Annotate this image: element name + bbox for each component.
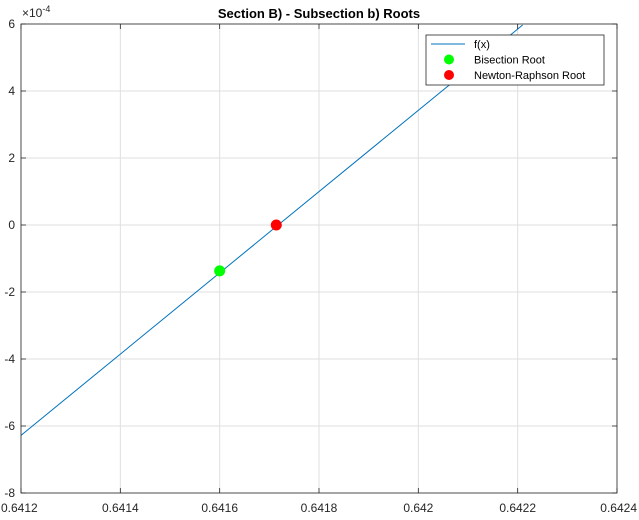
legend-label: f(x) — [474, 39, 490, 51]
x-tick-label: 0.642 — [403, 501, 433, 515]
x-tick-label: 0.6424 — [600, 501, 637, 515]
x-tick-labels: 0.6412 0.6414 0.6416 0.6418 0.642 0.6422 0.642… — [1, 501, 637, 515]
y-tick-label: -8 — [4, 486, 15, 500]
legend-label: Bisection Root — [474, 55, 545, 67]
x-tick-label: 0.6422 — [499, 501, 536, 515]
ticks — [20, 23, 618, 494]
y-multiplier-base: ×10 — [22, 6, 43, 20]
newton-raphson-root-marker — [270, 219, 282, 231]
series-layer — [20, 24, 523, 436]
legend-label: Newton-Raphson Root — [474, 70, 585, 82]
y-tick-label: -6 — [4, 419, 15, 433]
y-tick-labels: -8 -6 -4 -2 0 2 4 6 — [4, 17, 15, 500]
y-tick-label: 4 — [8, 84, 15, 98]
y-tick-label: -4 — [4, 352, 15, 366]
x-tick-label: 0.6418 — [301, 501, 338, 515]
y-tick-label: -2 — [4, 285, 15, 299]
bisection-root-marker — [214, 265, 226, 277]
y-multiplier: ×10-4 — [22, 4, 50, 20]
legend-box — [425, 34, 605, 86]
y-tick-label: 2 — [8, 151, 15, 165]
series-line-fx — [20, 24, 523, 436]
x-tick-label: 0.6414 — [102, 501, 139, 515]
y-tick-label: 6 — [8, 17, 15, 31]
legend: f(x) Bisection Root Newton-Raphson Root — [425, 34, 605, 86]
legend-swatch-marker — [444, 54, 454, 65]
legend-swatch-marker — [444, 70, 454, 80]
chart-title: Section B) - Subsection b) Roots — [218, 6, 420, 21]
y-multiplier-exponent: -4 — [42, 4, 50, 14]
x-tick-label: 0.6412 — [1, 501, 38, 515]
x-tick-label: 0.6416 — [201, 501, 238, 515]
y-tick-label: 0 — [8, 218, 15, 232]
